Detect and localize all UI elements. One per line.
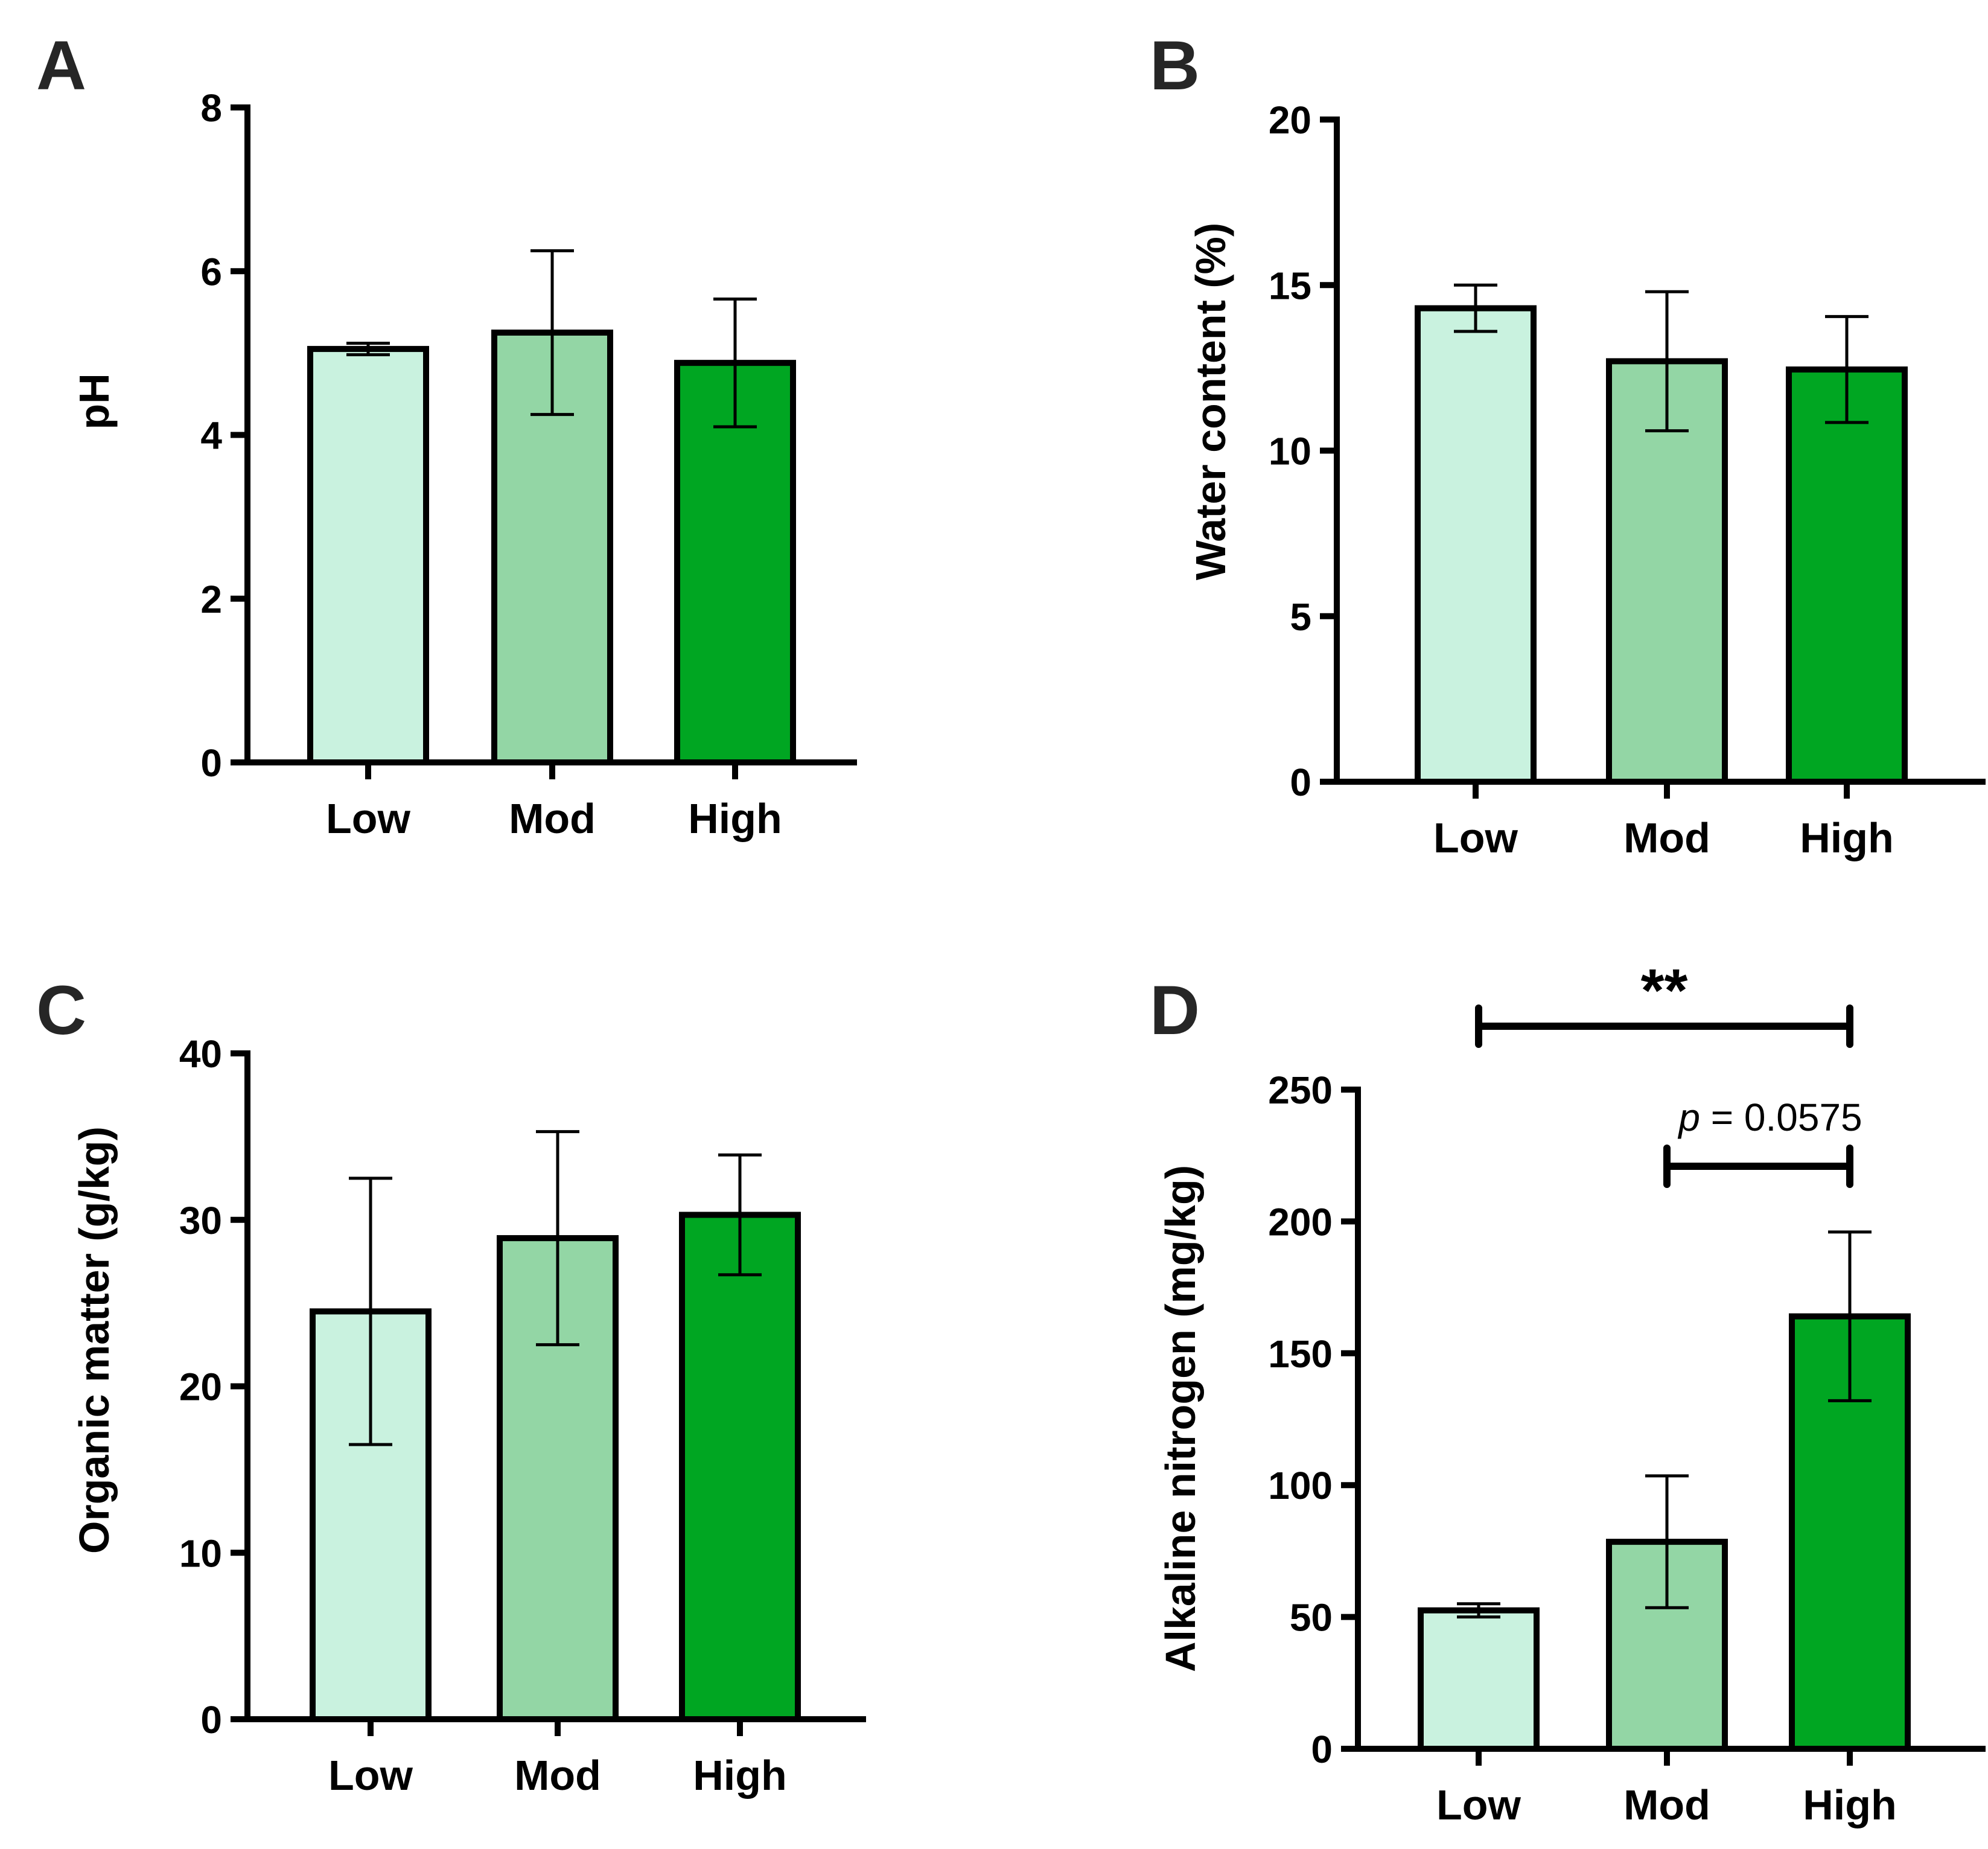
plot-area-d: 0 50 100 150 200 250 Low Mod High ** p = 0.0575 bbox=[1268, 957, 1986, 1828]
y-axis-title-organic-matter: Organic matter (g/kg) bbox=[71, 1126, 118, 1554]
y-tick-label: 4 bbox=[200, 414, 222, 458]
x-tick-label-mod: Mod bbox=[1623, 814, 1710, 861]
error-bar-low bbox=[1457, 1602, 1500, 1619]
panel-letter-d: D bbox=[1150, 972, 1200, 1049]
error-bar-mod bbox=[530, 249, 574, 417]
y-axis-title-alkaline-nitrogen: Alkaline nitrogen (mg/kg) bbox=[1157, 1165, 1204, 1672]
y-tick-label: 5 bbox=[1290, 595, 1311, 639]
y-tick-label: 8 bbox=[200, 86, 222, 130]
panel-c: C Organic matter (g/kg) 0 10 20 30 40 Low Mod H… bbox=[36, 972, 866, 1799]
x-tick-label-low: Low bbox=[1436, 1781, 1521, 1828]
error-bar-high bbox=[1828, 1230, 1872, 1402]
x-tick-label-high: High bbox=[688, 795, 782, 842]
error-bar-mod bbox=[1645, 1474, 1689, 1609]
y-tick-label: 30 bbox=[179, 1199, 222, 1242]
y-tick-label: 10 bbox=[179, 1531, 222, 1575]
y-tick-label: 150 bbox=[1268, 1332, 1333, 1376]
x-tick-label-low: Low bbox=[326, 795, 411, 842]
significance-stars: ** bbox=[1641, 957, 1688, 1024]
y-tick-label: 0 bbox=[200, 1698, 222, 1742]
y-tick-label: 40 bbox=[179, 1032, 222, 1076]
x-tick-label-mod: Mod bbox=[514, 1752, 601, 1799]
error-bar-low bbox=[346, 342, 390, 357]
error-bar-high bbox=[718, 1153, 762, 1277]
y-axis-title-water-content: Water content (%) bbox=[1187, 223, 1234, 580]
y-tick-label: 250 bbox=[1268, 1068, 1333, 1112]
error-bar-high bbox=[1825, 315, 1869, 424]
x-tick-label-low: Low bbox=[328, 1752, 413, 1799]
p-value-label: p = 0.0575 bbox=[1677, 1096, 1862, 1139]
y-tick-label: 10 bbox=[1269, 430, 1311, 473]
y-tick-label: 6 bbox=[200, 250, 222, 293]
significance-bracket bbox=[1663, 1145, 1853, 1188]
panel-b: B Water content (%) 0 5 10 15 20 Low Mod High bbox=[1150, 27, 1986, 861]
bar-low bbox=[307, 346, 429, 765]
bar-low bbox=[1415, 305, 1537, 785]
x-tick-label-low: Low bbox=[1433, 814, 1518, 861]
y-axis-title-ph: pH bbox=[71, 373, 118, 429]
panel-letter-b: B bbox=[1150, 27, 1200, 104]
y-tick-label: 0 bbox=[1290, 761, 1311, 804]
panel-letter-a: A bbox=[36, 27, 86, 104]
bar-high bbox=[1786, 366, 1908, 785]
bar-high bbox=[674, 360, 796, 765]
y-tick-label: 15 bbox=[1269, 264, 1311, 307]
y-tick-label: 50 bbox=[1290, 1596, 1333, 1640]
significance-bracket bbox=[1475, 1004, 1853, 1048]
x-tick-label-mod: Mod bbox=[509, 795, 596, 842]
plot-area-a: 0 2 4 6 8 Low Mod High bbox=[200, 86, 857, 842]
y-tick-label: 20 bbox=[179, 1365, 222, 1409]
y-tick-label: 200 bbox=[1268, 1200, 1333, 1244]
x-tick-label-high: High bbox=[693, 1752, 787, 1799]
y-tick-label: 20 bbox=[1269, 98, 1311, 142]
y-tick-label: 2 bbox=[200, 578, 222, 621]
error-bar-low bbox=[349, 1177, 392, 1446]
plot-area-b: 0 5 10 15 20 Low Mod High bbox=[1269, 98, 1986, 861]
x-tick-label-high: High bbox=[1803, 1781, 1897, 1828]
panel-letter-c: C bbox=[36, 972, 86, 1049]
error-bar-low bbox=[1454, 283, 1497, 333]
error-bar-mod bbox=[536, 1130, 579, 1347]
plot-area-c: 0 10 20 30 40 Low Mod High bbox=[179, 1032, 866, 1799]
x-tick-label-high: High bbox=[1800, 814, 1894, 861]
y-tick-label: 100 bbox=[1268, 1464, 1333, 1507]
x-tick-label-mod: Mod bbox=[1623, 1781, 1710, 1828]
bar-high bbox=[679, 1212, 801, 1723]
panel-d: D Alkaline nitrogen (mg/kg) 0 50 100 150 200… bbox=[1150, 957, 1986, 1828]
y-tick-label: 0 bbox=[200, 741, 222, 785]
y-tick-label: 0 bbox=[1311, 1728, 1333, 1771]
error-bar-mod bbox=[1645, 290, 1689, 433]
error-bar-high bbox=[713, 297, 757, 429]
panel-a: A pH 0 2 4 6 8 Low Mod High bbox=[36, 27, 857, 842]
bar-low bbox=[1418, 1607, 1540, 1752]
